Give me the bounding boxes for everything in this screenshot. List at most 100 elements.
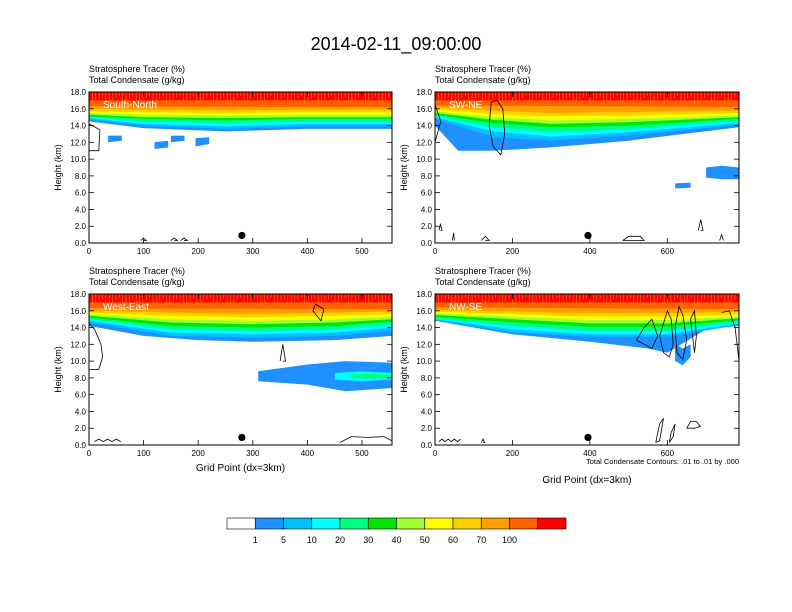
colorbar-swatch xyxy=(424,517,454,530)
y-tick-label: 16.0 xyxy=(70,105,86,114)
colorbar-swatch xyxy=(339,517,369,530)
y-tick-label: 4.0 xyxy=(421,205,433,214)
condensate-contour xyxy=(140,237,148,241)
y-tick-label: 14.0 xyxy=(416,324,432,333)
colorbar-swatch xyxy=(367,517,397,530)
x-tick-label: 300 xyxy=(246,247,260,256)
y-tick-label: 16.0 xyxy=(416,307,432,316)
tracer-patch xyxy=(170,135,185,143)
y-tick-label: 10.0 xyxy=(70,155,86,164)
condensate-contour xyxy=(452,232,455,241)
condensate-contour xyxy=(279,344,286,362)
colorbar-label: 60 xyxy=(448,535,458,545)
x-tick-label: 600 xyxy=(661,449,675,458)
colorbar-label: 1 xyxy=(253,535,258,545)
panel-nw-se: NW-SE 0.0 2.0 4.0 6.0 8.0 10.0 12.0 14.0 16.0 18.0… xyxy=(399,266,740,486)
tracer-patch xyxy=(258,361,392,392)
tracer-patch xyxy=(108,135,122,143)
condensate-contour xyxy=(719,233,724,241)
location-marker xyxy=(584,433,592,442)
condensate-contour xyxy=(655,417,664,443)
x-tick-label: 200 xyxy=(506,449,520,458)
y-tick-label: 12.0 xyxy=(416,138,432,147)
y-tick-label: 18.0 xyxy=(416,290,432,299)
y-tick-label: 2.0 xyxy=(75,424,87,433)
y-tick-label: 18.0 xyxy=(416,88,432,97)
y-tick-label: 2.0 xyxy=(75,222,87,231)
y-tick-label: 14.0 xyxy=(70,324,86,333)
y-tick-label: 18.0 xyxy=(70,290,86,299)
x-tick-label: 400 xyxy=(583,247,597,256)
colorbar-swatch xyxy=(480,517,510,530)
colorbar-swatch xyxy=(226,517,256,530)
y-tick-label: 10.0 xyxy=(416,155,432,164)
panel-west-east: West-East 0.0 2.0 4.0 6.0 8.0 10.0 12.0 14.0 16.0… xyxy=(53,266,393,474)
section-label: SW-NE xyxy=(449,100,482,111)
condensate-contour xyxy=(488,99,506,156)
condensate-contour xyxy=(659,309,674,358)
y-tick-label: 0.0 xyxy=(75,239,87,248)
top-streaks xyxy=(435,294,736,306)
location-marker xyxy=(238,433,246,442)
y-axis-label: Height (km) xyxy=(53,346,63,393)
top-streaks xyxy=(89,92,390,104)
panels: South-North 0.0 2.0 4.0 6.0 8.0 10.0 12.0 14.0 16… xyxy=(53,64,740,486)
plot-area xyxy=(435,294,739,443)
subtitle-condensate: Total Condensate (g/kg) xyxy=(435,277,531,287)
condensate-contour xyxy=(435,104,442,143)
y-axis-label: Height (km) xyxy=(399,144,409,191)
plot-frame xyxy=(434,91,740,244)
y-tick-label: 4.0 xyxy=(75,205,87,214)
location-marker xyxy=(584,231,592,240)
condensate-contour xyxy=(686,421,701,429)
x-tick-label: 200 xyxy=(506,247,520,256)
colorbar-label: 5 xyxy=(281,535,286,545)
section-label: West-East xyxy=(103,302,149,313)
plot-frame xyxy=(88,91,393,244)
y-tick-label: 4.0 xyxy=(421,407,433,416)
y-tick-label: 6.0 xyxy=(421,189,433,198)
y-tick-label: 16.0 xyxy=(416,105,432,114)
top-streaks xyxy=(89,294,390,306)
condensate-contour xyxy=(170,237,179,241)
plot-frame xyxy=(88,293,393,446)
y-tick-label: 0.0 xyxy=(421,441,433,450)
colorbar-label: 40 xyxy=(391,535,401,545)
condensate-contour xyxy=(438,222,443,231)
condensate-contour xyxy=(89,123,101,152)
condensate-contour xyxy=(668,423,676,443)
panel-sw-ne: SW-NE 0.0 2.0 4.0 6.0 8.0 10.0 12.0 14.0 16.0 18.0… xyxy=(399,64,740,256)
colorbar-swatch xyxy=(283,517,313,530)
colorbar-label: 30 xyxy=(363,535,373,545)
y-tick-label: 12.0 xyxy=(70,138,86,147)
section-label: South-North xyxy=(103,100,157,111)
plot-area xyxy=(89,294,392,443)
condensate-contour xyxy=(312,303,325,322)
condensate-contour xyxy=(690,309,697,353)
x-tick-label: 0 xyxy=(433,449,438,458)
colorbar-swatch xyxy=(254,517,284,530)
plot-frame xyxy=(434,293,740,446)
x-tick-label: 0 xyxy=(433,247,438,256)
y-tick-label: 4.0 xyxy=(75,407,87,416)
condensate-contour xyxy=(697,219,704,231)
y-axis-label: Height (km) xyxy=(53,144,63,191)
y-tick-label: 10.0 xyxy=(416,357,432,366)
condensate-contour xyxy=(481,438,486,443)
colorbar-label: 70 xyxy=(476,535,486,545)
plot-area xyxy=(435,92,739,241)
tracer-patch xyxy=(675,344,691,366)
subtitle-tracer: Stratosphere Tracer (%) xyxy=(89,266,185,276)
y-tick-label: 10.0 xyxy=(70,357,86,366)
tracer-band xyxy=(89,92,392,101)
y-tick-label: 2.0 xyxy=(421,222,433,231)
tracer-band xyxy=(435,92,739,101)
colorbar: 1 5 10 20 30 40 50 60 70 100 xyxy=(226,517,567,545)
y-tick-label: 14.0 xyxy=(70,122,86,131)
condensate-contour xyxy=(438,438,461,443)
condensate-contour xyxy=(622,235,646,241)
y-tick-label: 16.0 xyxy=(70,307,86,316)
y-tick-label: 0.0 xyxy=(421,239,433,248)
subtitle-tracer: Stratosphere Tracer (%) xyxy=(435,266,531,276)
